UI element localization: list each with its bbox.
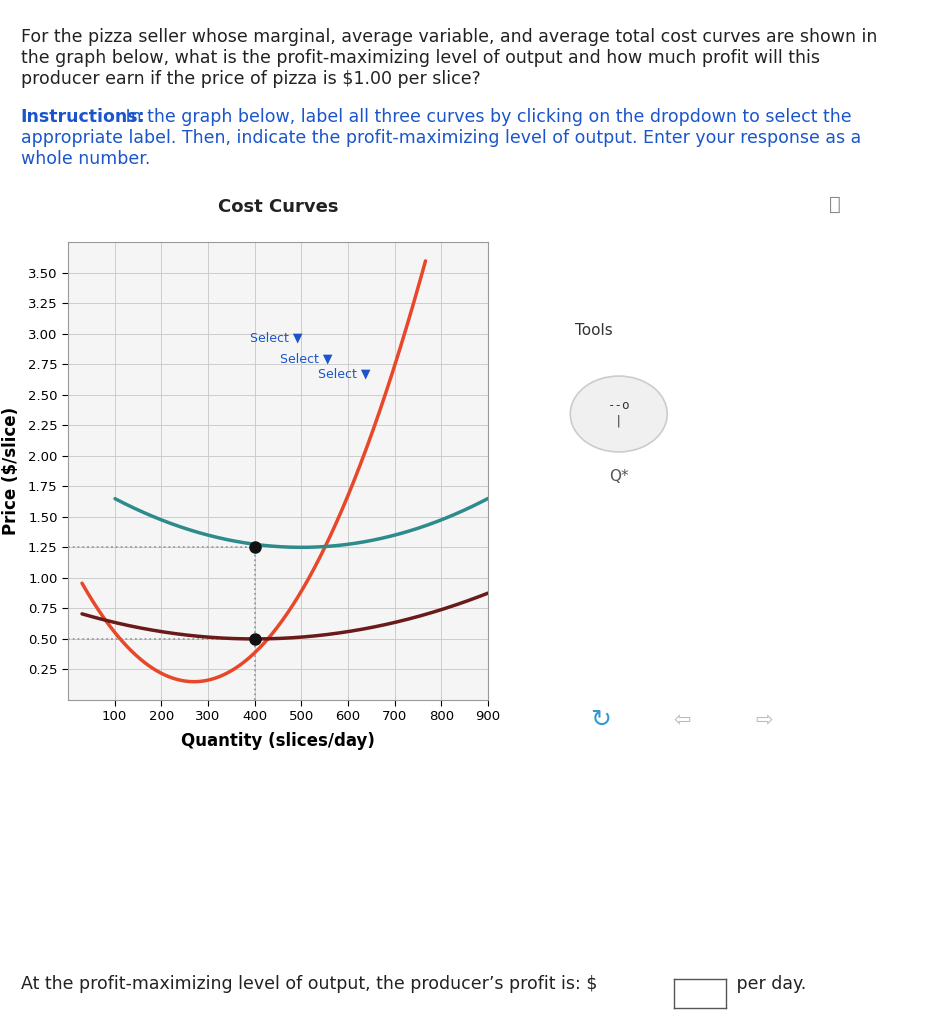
Text: At the profit-maximizing level of output, the producer’s profit is: $: At the profit-maximizing level of output…	[21, 975, 597, 993]
Text: the graph below, what is the profit-maximizing level of output and how much prof: the graph below, what is the profit-maxi…	[21, 49, 819, 67]
Text: Cost Curves: Cost Curves	[218, 198, 339, 216]
Text: In the graph below, label all three curves by clicking on the dropdown to select: In the graph below, label all three curv…	[120, 108, 852, 126]
Text: For the pizza seller whose marginal, average variable, and average total cost cu: For the pizza seller whose marginal, ave…	[21, 28, 877, 46]
Text: Instructions:: Instructions:	[21, 108, 145, 126]
Text: Tools: Tools	[575, 324, 613, 338]
Text: ⓘ: ⓘ	[829, 195, 840, 214]
Text: ⇨: ⇨	[755, 710, 773, 730]
Text: Select ▼: Select ▼	[250, 331, 303, 344]
Ellipse shape	[571, 376, 668, 452]
Text: producer earn if the price of pizza is $1.00 per slice?: producer earn if the price of pizza is $…	[21, 70, 481, 88]
Text: Select ▼: Select ▼	[280, 352, 333, 365]
Text: ⇦: ⇦	[673, 710, 691, 730]
Text: appropriate label. Then, indicate the profit-maximizing level of output. Enter y: appropriate label. Then, indicate the pr…	[21, 129, 861, 147]
Y-axis label: Price ($/slice): Price ($/slice)	[2, 407, 20, 536]
Text: per day.: per day.	[731, 975, 806, 993]
Text: ↻: ↻	[590, 708, 611, 732]
Text: Select ▼: Select ▼	[318, 368, 371, 381]
X-axis label: Quantity (slices/day): Quantity (slices/day)	[181, 732, 375, 750]
Text: whole number.: whole number.	[21, 150, 150, 168]
Text: --o: --o	[607, 399, 630, 412]
Text: |: |	[615, 415, 622, 427]
Text: Q*: Q*	[609, 469, 629, 484]
